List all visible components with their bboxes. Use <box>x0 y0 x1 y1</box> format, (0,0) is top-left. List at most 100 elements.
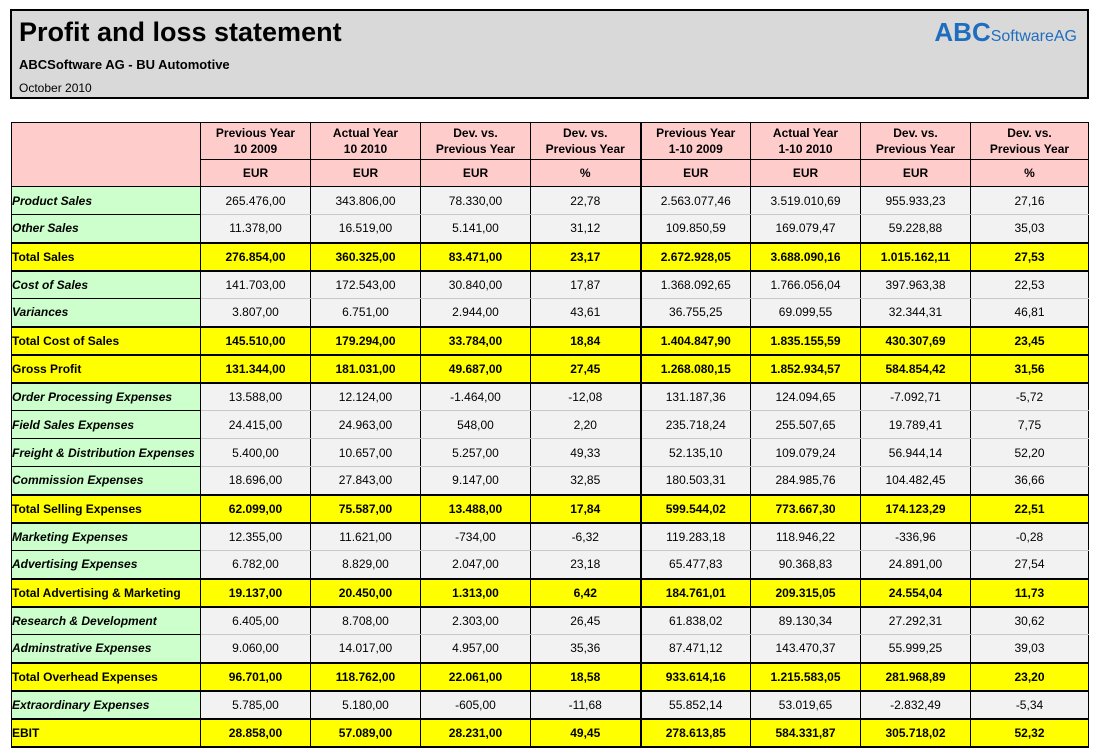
value-cell: 131.344,00 <box>200 353 311 384</box>
value-cell: 49,45 <box>530 717 642 748</box>
row-label: Product Sales <box>11 186 201 215</box>
unit-header-row: EUR EUR EUR% EUR EUR EUR% <box>12 159 1089 187</box>
value-cell: 56.944,14 <box>860 438 971 467</box>
value-cell: 31,12 <box>530 214 642 243</box>
value-cell: 14.017,00 <box>310 634 421 663</box>
column-header-line1: Actual Year <box>332 126 399 140</box>
value-cell: 52.135,10 <box>640 438 751 467</box>
row-label: Order Processing Expenses <box>11 382 201 411</box>
column-header-line1: Dev. vs. <box>453 126 498 140</box>
value-cell: 6.405,00 <box>200 606 311 635</box>
value-cell: 8.829,00 <box>310 550 421 579</box>
report-title: Profit and loss statement <box>19 17 342 47</box>
value-cell: 1.368.092,65 <box>640 270 751 299</box>
value-cell: 22.061,00 <box>420 661 531 692</box>
logo-rest: SoftwareAG <box>990 28 1077 45</box>
column-header-line2: 1-10 2010 <box>778 142 833 156</box>
column-header-line2: 10 2010 <box>343 142 388 156</box>
value-cell: 20.450,00 <box>310 577 421 608</box>
value-cell: -5,34 <box>970 690 1089 719</box>
value-cell: 179.294,00 <box>310 325 421 356</box>
value-cell: 17,84 <box>530 493 642 524</box>
value-cell: 397.963,38 <box>860 270 971 299</box>
value-cell: 5.257,00 <box>420 438 531 467</box>
value-cell: 3.688.090,16 <box>750 241 861 272</box>
row-label: Variances <box>11 298 201 327</box>
column-unit: EUR <box>420 159 531 187</box>
column-header: Dev. vs. Previous Year <box>860 122 971 160</box>
report-date: October 2010 <box>19 81 92 95</box>
value-cell: 599.544,02 <box>640 493 751 524</box>
value-cell: 28.231,00 <box>420 717 531 748</box>
row-label: Cost of Sales <box>11 270 201 299</box>
value-cell: 174.123,29 <box>860 493 971 524</box>
column-header: Actual Year 10 2010 <box>310 122 421 160</box>
column-header: Actual Year 1-10 2010 <box>750 122 861 160</box>
value-cell: 1.852.934,57 <box>750 353 861 384</box>
value-cell: 2.672.928,05 <box>640 241 751 272</box>
value-cell: 55.999,25 <box>860 634 971 663</box>
column-header: Previous Year 10 2009 <box>200 122 311 160</box>
value-cell: 6.782,00 <box>200 550 311 579</box>
value-cell: -0,28 <box>970 522 1089 551</box>
value-cell: 5.785,00 <box>200 690 311 719</box>
value-cell: 23,17 <box>530 241 642 272</box>
value-cell: 5.400,00 <box>200 438 311 467</box>
value-cell: 22,78 <box>530 186 642 215</box>
value-cell: 90.368,83 <box>750 550 861 579</box>
column-header-line1: Previous Year <box>656 126 736 140</box>
value-cell: 118.762,00 <box>310 661 421 692</box>
value-cell: 87.471,12 <box>640 634 751 663</box>
table-row: Adminstrative Expenses 9.060,00 14.017,00 4… <box>11 634 1089 663</box>
table-row: Other Sales 11.378,00 16.519,00 5.141,00 31,… <box>11 214 1089 243</box>
value-cell: 360.325,00 <box>310 241 421 272</box>
value-cell: 9.147,00 <box>420 466 531 495</box>
value-cell: 11,73 <box>970 577 1089 608</box>
value-cell: 33.784,00 <box>420 325 531 356</box>
row-label: Extraordinary Expenses <box>11 690 201 719</box>
value-cell: 36.755,25 <box>640 298 751 327</box>
table-row: Product Sales 265.476,00 343.806,00 78.330,… <box>11 186 1089 215</box>
value-cell: 1.268.080,15 <box>640 353 751 384</box>
value-cell: 35,36 <box>530 634 642 663</box>
pl-table: Previous Year 10 2009 Actual Year 10 2010 De… <box>11 122 1089 748</box>
value-cell: 109.850,59 <box>640 214 751 243</box>
value-cell: 62.099,00 <box>200 493 311 524</box>
value-cell: 52,32 <box>970 717 1089 748</box>
table-row: Commission Expenses 18.696,00 27.843,00 9.1… <box>11 466 1089 495</box>
total-row: Total Advertising & Marketing 19.137,00 20… <box>11 577 1089 608</box>
row-label: Total Selling Expenses <box>11 493 201 524</box>
value-cell: -734,00 <box>420 522 531 551</box>
value-cell: 17,87 <box>530 270 642 299</box>
value-cell: 32.344,31 <box>860 298 971 327</box>
table-row: Extraordinary Expenses 5.785,00 5.180,00 -6… <box>11 690 1089 719</box>
table-row: Marketing Expenses 12.355,00 11.621,00 -734… <box>11 522 1089 551</box>
value-cell: 3.519.010,69 <box>750 186 861 215</box>
value-cell: 11.621,00 <box>310 522 421 551</box>
value-cell: 69.099,55 <box>750 298 861 327</box>
value-cell: 96.701,00 <box>200 661 311 692</box>
total-row: Total Selling Expenses 62.099,00 75.587,00… <box>11 493 1089 524</box>
value-cell: 2.563.077,46 <box>640 186 751 215</box>
value-cell: 13.488,00 <box>420 493 531 524</box>
value-cell: 53.019,65 <box>750 690 861 719</box>
row-label: Other Sales <box>11 214 201 243</box>
column-header-line2: Previous Year <box>875 142 956 156</box>
total-row: Gross Profit 131.344,00 181.031,00 49.687,0… <box>11 353 1089 384</box>
row-label: Total Overhead Expenses <box>11 661 201 692</box>
table-row: Freight & Distribution Expenses 5.400,00 1… <box>11 438 1089 467</box>
row-label: Adminstrative Expenses <box>11 634 201 663</box>
value-cell: 36,66 <box>970 466 1089 495</box>
value-cell: 49,33 <box>530 438 642 467</box>
value-cell: 209.315,05 <box>750 577 861 608</box>
column-unit: EUR <box>640 159 751 187</box>
table-row: Advertising Expenses 6.782,00 8.829,00 2.04… <box>11 550 1089 579</box>
value-cell: 104.482,45 <box>860 466 971 495</box>
value-cell: 131.187,36 <box>640 382 751 411</box>
value-cell: 24.963,00 <box>310 410 421 439</box>
value-cell: 2.047,00 <box>420 550 531 579</box>
column-header: Dev. vs. Previous Year <box>970 122 1089 160</box>
value-cell: 141.703,00 <box>200 270 311 299</box>
column-header-line1: Dev. vs. <box>563 126 608 140</box>
total-row: EBIT 28.858,00 57.089,00 28.231,00 49,45 278.… <box>11 717 1089 748</box>
